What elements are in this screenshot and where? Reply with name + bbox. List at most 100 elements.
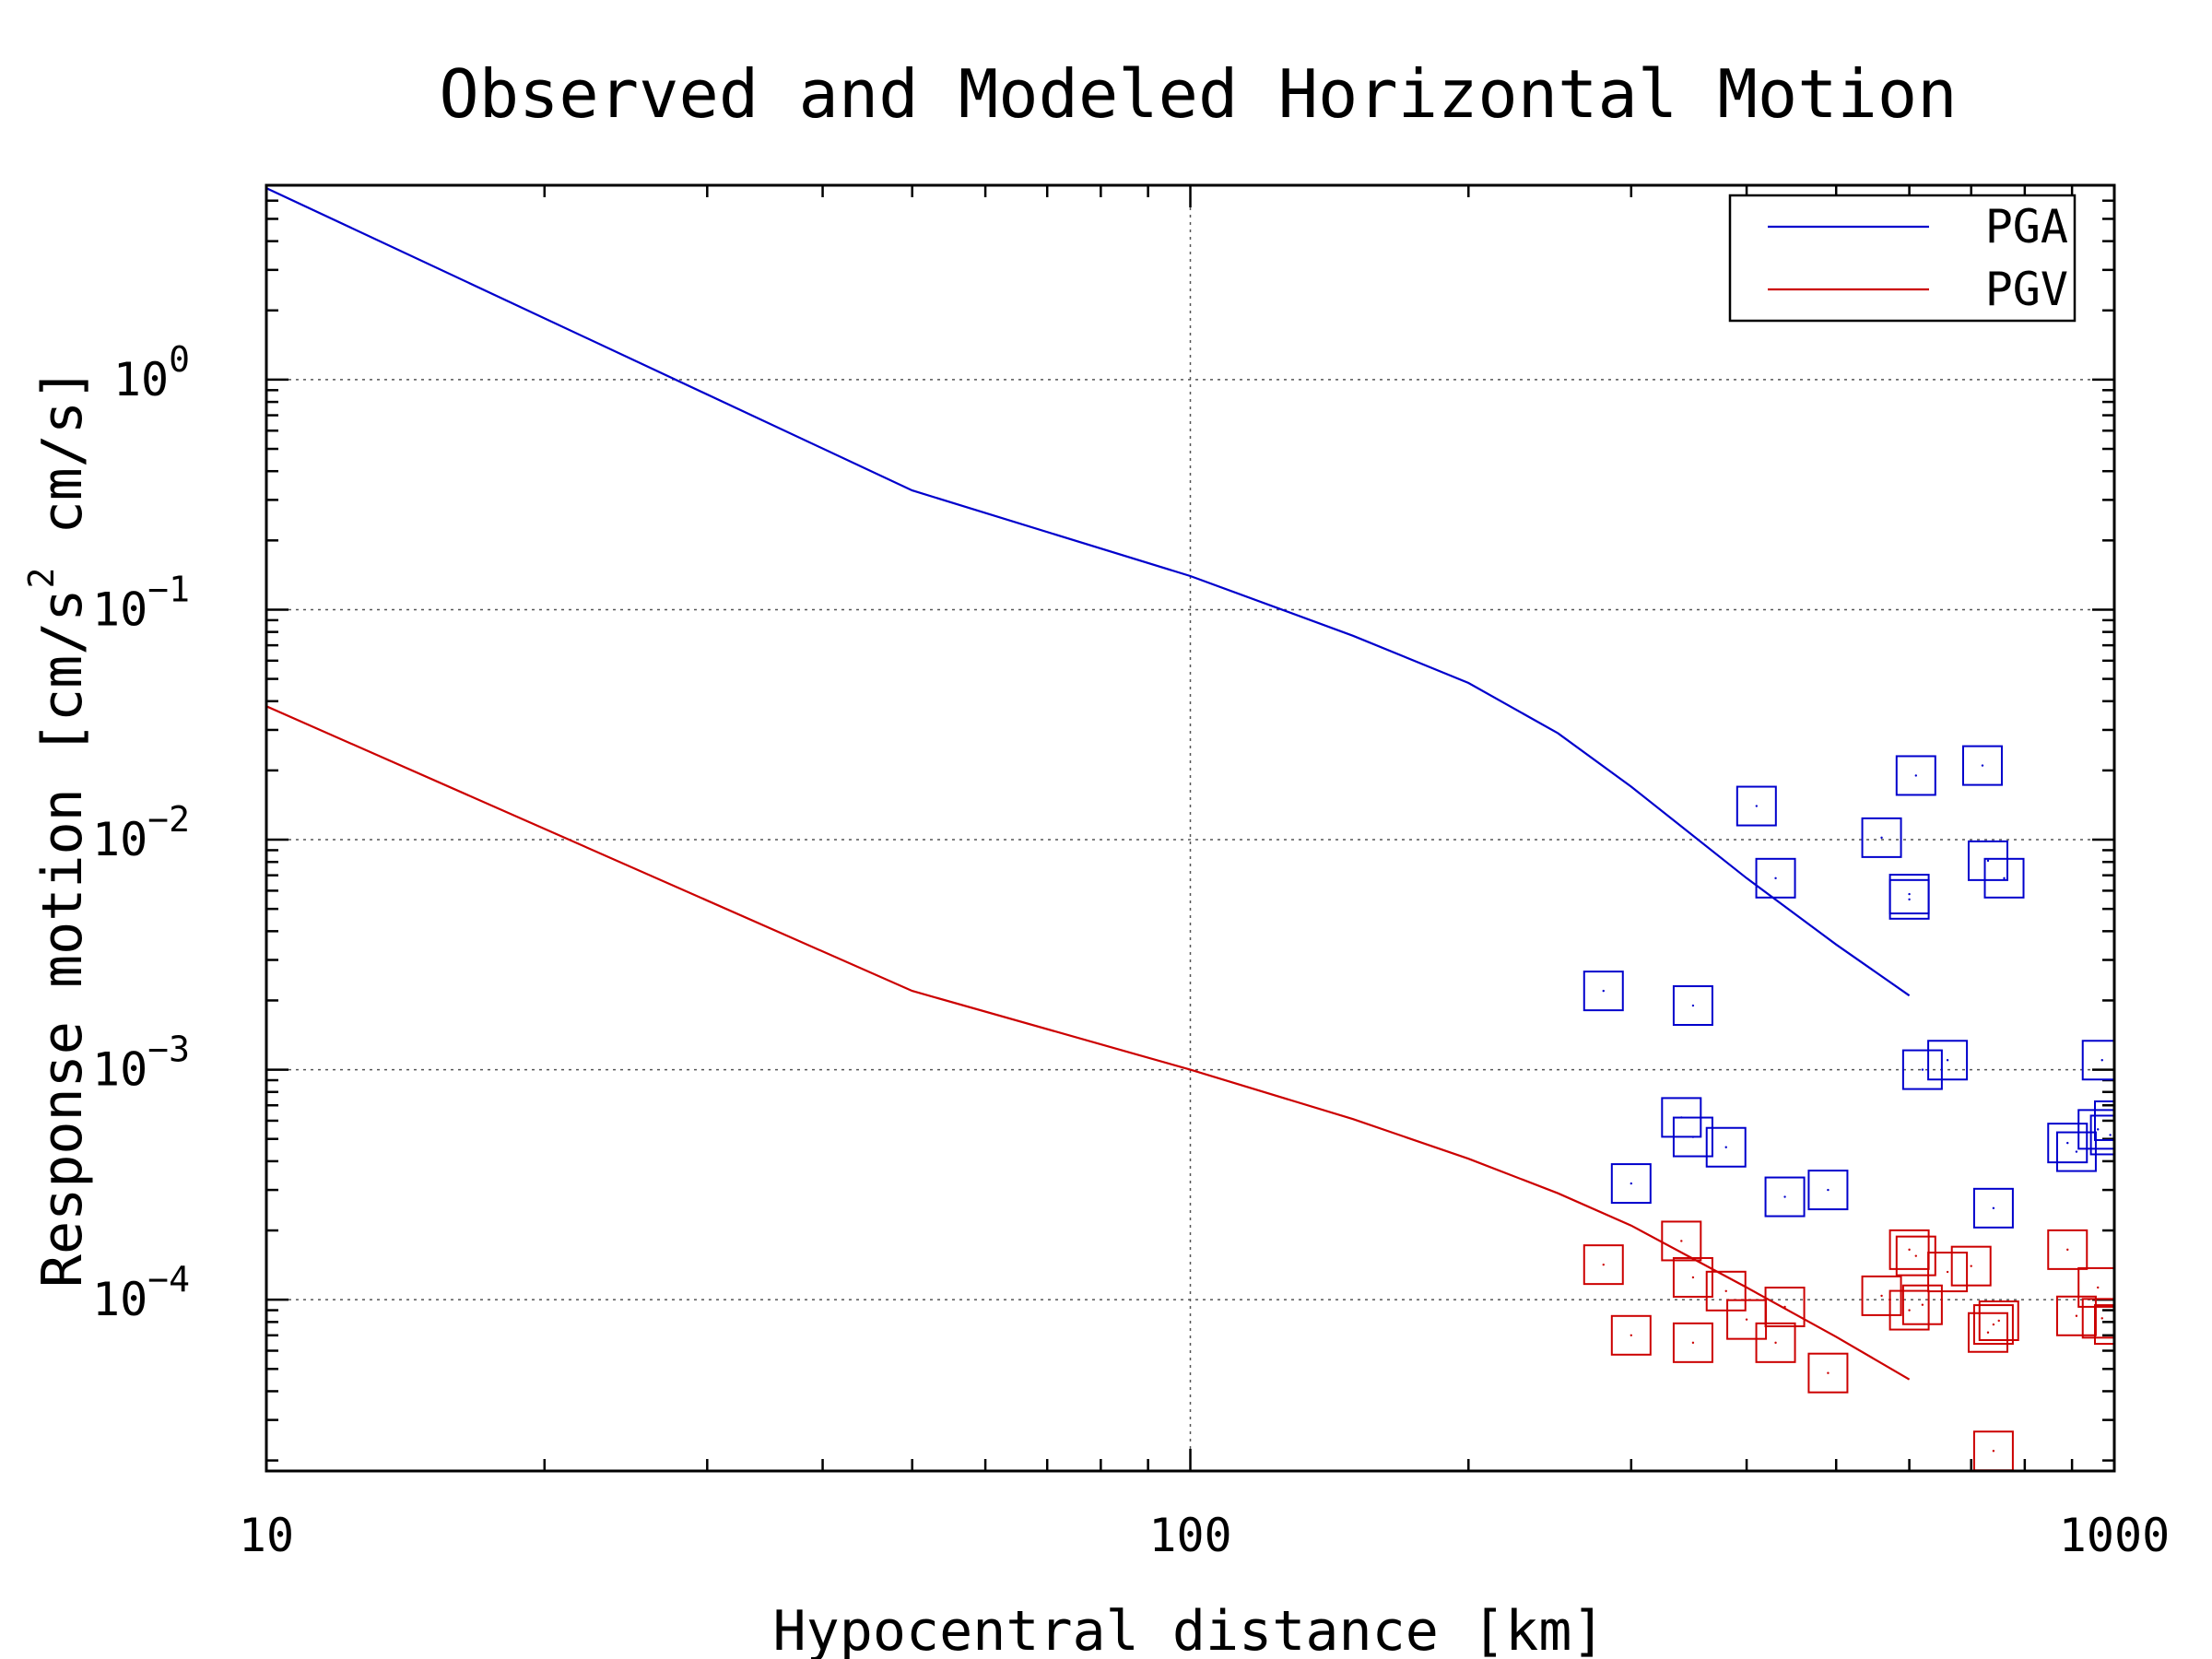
data-point-marker <box>1705 1126 1747 1168</box>
data-point-dot <box>2066 1248 2069 1252</box>
data-point-marker <box>1755 1322 1796 1363</box>
y-tick-exponent: 0 <box>169 339 190 380</box>
x-axis-label: Hypocentral distance [km] <box>772 1599 1605 1659</box>
data-point-dot <box>1880 836 1883 840</box>
data-point-dot <box>1986 859 1990 863</box>
data-point-dot <box>1992 1323 1995 1326</box>
data-point-marker <box>1661 1220 1702 1262</box>
y-tick-exponent: −4 <box>147 1259 190 1300</box>
data-point-marker <box>1861 817 1902 858</box>
tick-marks <box>265 183 2114 1471</box>
data-point-marker <box>1705 1270 1747 1312</box>
legend-box <box>1728 194 2077 323</box>
y-tick-label: 10−2 <box>92 799 190 866</box>
data-point-marker <box>2081 1298 2114 1339</box>
data-point-marker <box>1672 1322 1713 1363</box>
data-point-marker <box>1735 785 1777 827</box>
data-point-dot <box>1724 1289 1727 1293</box>
legend: PGA PGV <box>1728 194 2077 323</box>
data-point-marker <box>1610 1314 1652 1356</box>
data-point-marker <box>1978 1300 2019 1341</box>
data-point-marker <box>1972 1187 2014 1229</box>
data-point-marker <box>1927 1040 1969 1081</box>
legend-label-pgv: PGV <box>1985 263 2068 316</box>
data-point-dot <box>1997 1319 2000 1323</box>
data-point-marker <box>1967 1312 2008 1353</box>
data-point-marker <box>1583 971 1624 1012</box>
y-tick-label: 100 <box>113 339 190 406</box>
data-point-dot <box>1691 1276 1695 1279</box>
data-point-dot <box>1908 1248 1911 1252</box>
data-point-marker <box>2094 1100 2114 1141</box>
data-point-dot <box>1680 1240 1683 1242</box>
y-tick-base: 10 <box>92 582 147 636</box>
data-point-marker <box>1927 1252 1969 1293</box>
series-lines <box>266 187 1911 1381</box>
data-point-marker <box>1861 1275 1902 1316</box>
y-tick-exponent: −2 <box>147 799 190 840</box>
data-point-dot <box>1691 1341 1695 1345</box>
data-point-marker <box>1901 1284 1943 1325</box>
x-tick-label: 100 <box>1148 1509 1231 1562</box>
x-tick-label: 10 <box>239 1509 294 1562</box>
data-point-marker <box>2094 1304 2114 1346</box>
data-point-marker <box>1610 1163 1652 1205</box>
data-point-dot <box>1827 1371 1830 1374</box>
data-point-dot <box>1774 877 1777 880</box>
data-point-dot <box>1986 1331 1990 1334</box>
data-point-dot <box>1908 892 1911 896</box>
data-point-marker <box>1764 1176 1806 1218</box>
y-axis-label-superscript: 2 <box>21 568 62 589</box>
data-point-dot <box>1602 989 1605 993</box>
x-tick-label: 1000 <box>2059 1509 2170 1562</box>
data-point-marker <box>1672 985 1713 1027</box>
series-line-pgv <box>266 705 1911 1381</box>
data-point-marker <box>1888 1289 1930 1331</box>
y-tick-label: 10−4 <box>92 1259 190 1326</box>
data-point-dot <box>2003 877 2006 880</box>
data-point-dot <box>1783 1305 1786 1309</box>
data-point-dot <box>1914 774 1917 777</box>
data-point-dot <box>1992 1450 1995 1453</box>
data-point-dot <box>2097 1128 2100 1131</box>
data-point-marker <box>1755 857 1796 899</box>
data-point-marker <box>1807 1170 1849 1211</box>
data-point-dot <box>1724 1146 1727 1148</box>
series-line-pga <box>266 187 1911 997</box>
data-point-dot <box>1880 1294 1883 1298</box>
y-tick-label: 10−1 <box>92 569 190 636</box>
data-point-marker <box>1764 1287 1806 1328</box>
y-tick-base: 10 <box>92 1273 147 1326</box>
data-point-marker <box>1950 1245 1992 1287</box>
y-axis-label-main: Response motion [cm/s <box>30 589 95 1288</box>
data-point-dot <box>1630 1182 1633 1185</box>
y-tick-exponent: −3 <box>147 1030 190 1070</box>
data-point-marker <box>2055 1131 2097 1172</box>
data-point-marker <box>2047 1123 2088 1164</box>
data-point-dot <box>2097 1286 2100 1289</box>
data-point-dot <box>1970 1265 1972 1267</box>
data-point-marker <box>2047 1229 2088 1270</box>
data-point-marker <box>2077 1266 2114 1308</box>
data-point-dot <box>1921 1303 1924 1306</box>
data-point-marker <box>2089 1114 2114 1156</box>
data-point-marker <box>1888 878 1930 920</box>
data-point-marker <box>2077 1109 2114 1150</box>
data-point-dot <box>2109 1134 2112 1136</box>
data-point-marker <box>1888 1229 1930 1270</box>
data-point-dot <box>1992 1206 1995 1210</box>
y-axis-label-tail: cm/s] <box>30 368 95 568</box>
data-point-dot <box>2100 1317 2103 1320</box>
y-axis-label: Response motion [cm/s2 cm/s] <box>21 368 95 1288</box>
data-point-dot <box>1630 1334 1633 1337</box>
y-tick-base: 10 <box>113 353 169 406</box>
series-markers <box>1583 745 2114 1471</box>
data-point-dot <box>2100 1059 2103 1062</box>
data-point-dot <box>1908 898 1911 901</box>
legend-label-pga: PGA <box>1985 200 2068 253</box>
data-point-dot <box>1691 1135 1695 1138</box>
data-point-marker <box>1967 840 2008 881</box>
data-point-dot <box>1827 1188 1830 1192</box>
data-point-marker <box>1807 1352 1849 1394</box>
